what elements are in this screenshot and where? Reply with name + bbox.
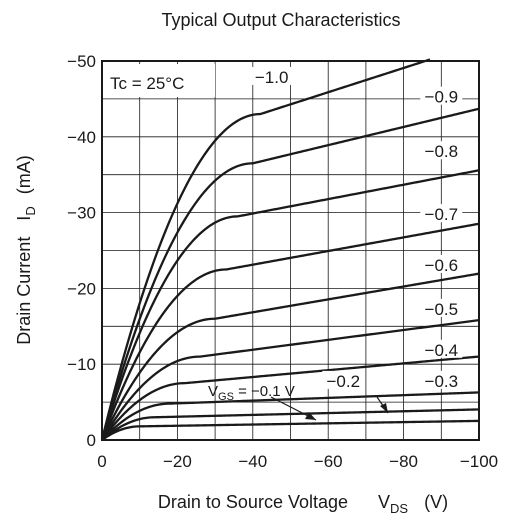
y-tick-label: 0	[87, 431, 96, 450]
curve-label: −0.5	[425, 300, 459, 319]
series-line-vgs-neg0.3	[101, 391, 480, 441]
y-axis-label: Drain Current ID (mA)	[14, 155, 38, 344]
curves	[100, 58, 480, 441]
curve-label: −0.8	[425, 142, 459, 161]
curve-label: −0.4	[425, 341, 459, 360]
curve-label-background	[420, 254, 463, 273]
vgs-label-subscript: GS	[218, 391, 234, 403]
x-axis-label-subscript: DS	[390, 501, 408, 516]
series-line-vgs-neg0.8	[100, 169, 480, 441]
curve-markers	[270, 396, 389, 421]
x-axis-label-symbol: V	[378, 492, 390, 512]
y-axis-ticks: 0 −10 −20 −30 −40 −50	[67, 52, 96, 450]
series-line-vgs-neg0.7	[100, 222, 480, 441]
x-tick-label: 0	[97, 452, 106, 471]
vgs-label: VGS = −0.1 V	[208, 383, 295, 403]
curve-label: −1.0	[255, 68, 289, 87]
series-line-vgs-neg0.2	[101, 408, 480, 441]
x-tick-label: −100	[460, 452, 498, 471]
curve-label: −0.9	[425, 88, 459, 107]
y-tick-label: −30	[67, 204, 96, 223]
y-axis-label-unit: (mA)	[14, 155, 34, 194]
curve-label: −0.2	[326, 372, 360, 391]
condition-box	[104, 64, 215, 97]
series-line-vgs-neg0.5	[101, 319, 480, 441]
y-tick-label: −20	[67, 279, 96, 298]
chart-title: Typical Output Characteristics	[161, 10, 400, 30]
x-axis-label: Drain to Source Voltage VDS (V)	[158, 492, 448, 516]
y-axis-label-symbol: I	[14, 216, 34, 221]
curve-label-background	[250, 66, 293, 85]
y-axis-label-subscript: D	[23, 206, 38, 215]
vgs-label-symbol: V	[208, 383, 218, 400]
x-tick-label: −20	[163, 452, 192, 471]
condition-label: Tc = 25°C	[110, 74, 184, 93]
x-axis-ticks: 0 −20 −40 −60 −80 −100	[97, 452, 498, 471]
curve-label-background	[420, 370, 463, 389]
curve-label-background	[420, 339, 463, 358]
x-axis-label-unit: (V)	[424, 492, 448, 512]
curve-label-background	[322, 370, 365, 389]
curve-label: −0.3	[425, 372, 459, 391]
series-line-vgs-neg0.4	[101, 355, 480, 441]
curve-label-background	[420, 298, 463, 317]
x-tick-label: −40	[238, 452, 267, 471]
vgs-label-text: = −0.1 V	[234, 383, 295, 400]
grid-lines	[102, 61, 479, 440]
neg02-leader-arrowhead	[380, 403, 388, 413]
curve-label: −0.7	[425, 205, 459, 224]
series-line-vgs-neg0.6	[100, 272, 480, 441]
series-line-vgs-neg0.1	[101, 419, 480, 441]
y-tick-label: −40	[67, 128, 96, 147]
x-axis-label-main: Drain to Source Voltage	[158, 492, 348, 512]
y-tick-label: −10	[67, 355, 96, 374]
plot-frame	[101, 60, 480, 441]
curve-label: −0.6	[425, 256, 459, 275]
series-line-vgs-neg0.9	[100, 107, 480, 441]
y-tick-label: −50	[67, 52, 96, 71]
vgs-leader-arrowhead	[305, 412, 316, 420]
y-axis-label-main: Drain Current	[14, 237, 34, 345]
x-tick-label: −80	[389, 452, 418, 471]
curve-labels: −1.0 −0.9 −0.8 −0.7 −0.6 −0.5 −0.4 −0.3 −0.2	[250, 66, 463, 391]
x-tick-label: −60	[314, 452, 343, 471]
curve-label-background	[420, 141, 463, 160]
curve-label-background	[420, 86, 463, 105]
curve-label-background	[420, 204, 463, 223]
series-line-vgs-neg1.0	[100, 58, 431, 441]
